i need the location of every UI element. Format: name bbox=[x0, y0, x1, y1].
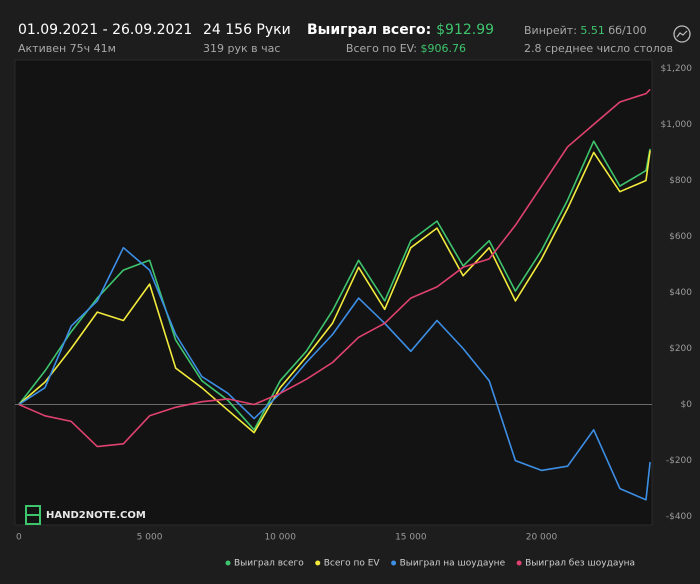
x-tick-label: 20 000 bbox=[526, 533, 558, 543]
winrate: Винрейт: 5.51 бб/100 bbox=[524, 24, 647, 37]
ev-total: Всего по EV: $906.76 bbox=[346, 42, 466, 55]
date-range: 01.09.2021 - 26.09.2021 bbox=[18, 22, 193, 38]
ev-label: Всего по EV: bbox=[345, 42, 417, 55]
winrate-value: 5.51 bbox=[580, 24, 605, 37]
y-tick-label: $1,000 bbox=[661, 120, 693, 130]
won-label: Выиграл всего: bbox=[307, 22, 432, 38]
x-tick-label: 10 000 bbox=[264, 533, 296, 543]
x-tick-label: 15 000 bbox=[395, 533, 427, 543]
legend-marker bbox=[391, 560, 397, 566]
y-tick-label: $400 bbox=[669, 288, 692, 298]
legend-label: Выиграл на шоудауне bbox=[400, 559, 506, 569]
hands-per-hour: 319 рук в час bbox=[203, 42, 281, 55]
y-tick-label: $800 bbox=[669, 176, 692, 186]
winrate-label: Винрейт: bbox=[524, 24, 577, 37]
settings-icon[interactable] bbox=[673, 25, 691, 43]
hands: 24 156 Руки bbox=[203, 22, 291, 38]
y-tick-label: -$400 bbox=[666, 512, 692, 522]
logo-text: HAND2NOTE.COM bbox=[46, 510, 146, 521]
x-tick-label: 0 bbox=[16, 533, 22, 543]
settings-icon-glyph bbox=[676, 30, 688, 38]
won-value: $912.99 bbox=[436, 22, 495, 38]
tables: 2.8 среднее число столов bbox=[524, 42, 673, 55]
marks bbox=[15, 88, 652, 501]
won-total: Выиграл всего: $912.99 bbox=[307, 22, 494, 38]
winrate-unit: бб/100 bbox=[608, 24, 647, 37]
legend-label: Выиграл всего bbox=[234, 559, 304, 569]
y-tick-label: $600 bbox=[669, 232, 692, 242]
series-line bbox=[18, 150, 651, 434]
legend-label: Всего по EV bbox=[324, 559, 381, 569]
y-tick-label: $0 bbox=[681, 400, 693, 410]
x-tick-label: 5 000 bbox=[137, 533, 163, 543]
plot-area bbox=[14, 59, 653, 526]
legend-label: Выиграл без шоудауна bbox=[525, 559, 635, 569]
legend-marker bbox=[225, 560, 231, 566]
legend-marker bbox=[315, 560, 321, 566]
y-tick-label: $200 bbox=[669, 344, 692, 354]
series-line bbox=[18, 140, 651, 431]
series-line bbox=[18, 88, 651, 448]
series-line bbox=[18, 246, 651, 501]
active-time: Активен 75ч 41м bbox=[18, 42, 116, 55]
legend-marker bbox=[516, 560, 522, 566]
y-tick-label: -$200 bbox=[666, 456, 692, 466]
y-tick-label: $1,200 bbox=[661, 64, 693, 74]
ev-value: $906.76 bbox=[420, 42, 467, 55]
